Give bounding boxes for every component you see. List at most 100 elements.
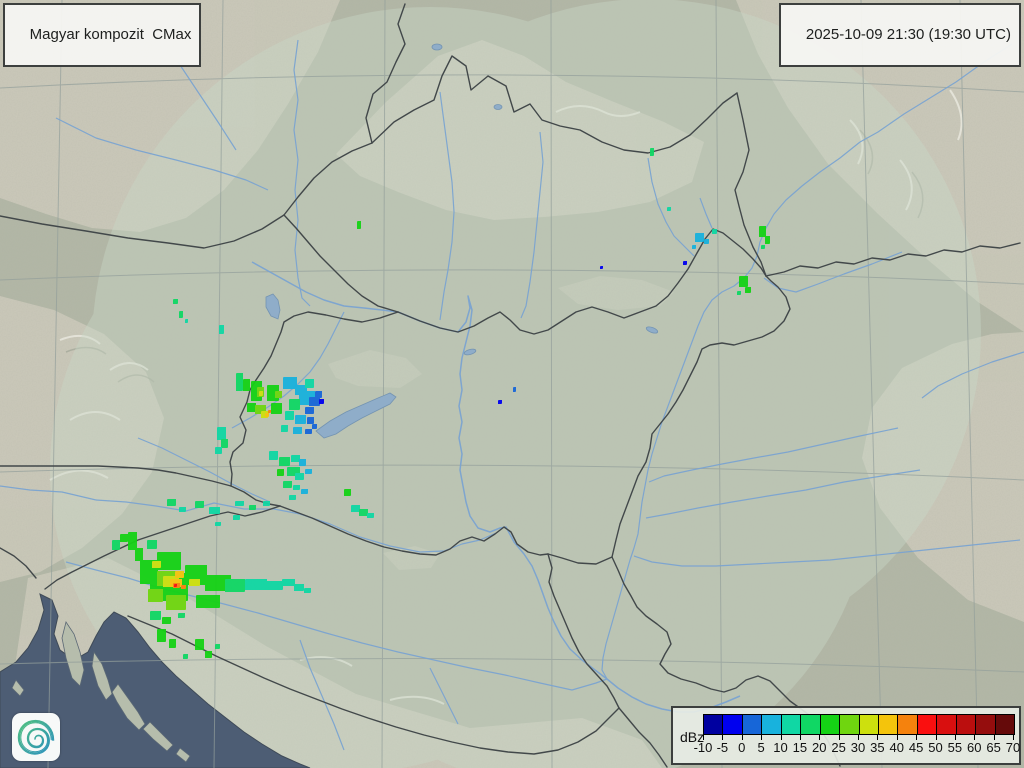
- radar-echo: [157, 629, 166, 642]
- radar-echo: [135, 548, 143, 561]
- radar-echo: [683, 261, 687, 265]
- legend-tick-label: 5: [757, 740, 765, 755]
- radar-echo: [209, 507, 220, 514]
- radar-echo: [259, 391, 263, 396]
- radar-echo: [185, 319, 188, 323]
- dbz-legend: dBz -10 -5 0 5 10 15 20 25 30 35 40 45 50 55 60 65 70: [671, 706, 1021, 765]
- legend-tick-label: 40: [889, 740, 904, 755]
- radar-echo: [271, 403, 282, 414]
- radar-echo: [600, 266, 603, 269]
- legend-tick-label: 50: [928, 740, 943, 755]
- legend-tick-mark: [761, 735, 763, 740]
- legend-tick-label: 30: [850, 740, 866, 755]
- radar-echo: [173, 299, 178, 304]
- legend-color-cell: [741, 715, 762, 734]
- legend-color-cell: [780, 715, 801, 734]
- radar-echo: [148, 589, 163, 602]
- legend-tick-mark: [954, 735, 956, 740]
- legend-tick-label: 15: [792, 740, 808, 755]
- radar-echo: [128, 532, 137, 550]
- radar-echo: [152, 561, 161, 568]
- radar-echo: [215, 447, 222, 454]
- radar-echo: [275, 391, 282, 398]
- radar-echo: [281, 425, 288, 432]
- lake-tisza: [645, 326, 659, 334]
- radar-echo: [235, 501, 244, 506]
- legend-color-cell: [722, 715, 742, 734]
- legend-tick-mark: [1013, 735, 1014, 740]
- radar-echo: [150, 611, 161, 620]
- radar-echo: [289, 399, 300, 410]
- radar-echo: [195, 639, 204, 650]
- radar-echo: [236, 373, 243, 391]
- radar-echo: [265, 413, 269, 417]
- radar-echo: [169, 639, 176, 648]
- legend-color-cell: [994, 715, 1014, 734]
- country-borders: [0, 3, 1021, 768]
- radar-echo: [174, 584, 177, 587]
- legend-color-cell: [839, 715, 859, 734]
- radar-echo: [309, 397, 320, 406]
- radar-echo: [215, 644, 220, 649]
- radar-echo: [712, 229, 717, 234]
- radar-echo: [162, 617, 171, 624]
- radar-echo: [268, 410, 271, 413]
- radar-echo: [205, 651, 212, 658]
- islands: [11, 621, 191, 763]
- legend-tick-label: -5: [716, 740, 729, 755]
- legend-tick-label: 70: [1005, 740, 1021, 755]
- radar-echo: [359, 509, 368, 516]
- radar-echo: [147, 540, 157, 549]
- legend-tick-label: 65: [986, 740, 1001, 755]
- radar-echo: [183, 654, 188, 659]
- legend-colorbar: [703, 714, 1015, 735]
- radar-echo: [315, 391, 322, 398]
- radar-echo: [196, 595, 220, 608]
- legend-tick-mark: [877, 735, 879, 740]
- radar-echo: [291, 455, 300, 462]
- radar-echo: [112, 540, 120, 550]
- legend-tick-mark: [799, 735, 801, 740]
- radar-echo: [650, 148, 654, 156]
- legend-tick-label: 45: [908, 740, 924, 755]
- radar-echo: [344, 489, 351, 496]
- lakes: [265, 43, 659, 439]
- radar-echo: [285, 411, 294, 420]
- radar-echo: [245, 579, 267, 590]
- radar-echo: [179, 507, 186, 512]
- legend-color-cell: [800, 715, 820, 734]
- legend-tick-label: 35: [870, 740, 885, 755]
- legend-tick-mark: [722, 735, 724, 740]
- ridge-shadows: [65, 129, 924, 383]
- radar-echo: [175, 571, 184, 578]
- radar-echo: [667, 207, 671, 211]
- radar-echo: [283, 377, 297, 389]
- legend-color-cell: [704, 715, 723, 734]
- radar-echo: [305, 407, 314, 414]
- legend-tick-mark: [819, 735, 821, 740]
- radar-echo: [221, 439, 228, 448]
- legend-tick-mark: [896, 735, 898, 740]
- radar-echo: [319, 399, 324, 404]
- radar-echo: [513, 387, 516, 392]
- radar-echo: [307, 417, 314, 424]
- legend-tick-label: 25: [831, 740, 846, 755]
- radar-echo: [765, 236, 770, 244]
- radar-echo: [263, 501, 270, 506]
- radar-echo: [181, 585, 186, 589]
- radar-coverage-area: [50, 0, 981, 768]
- radar-echo: [243, 379, 250, 391]
- legend-color-cell: [877, 715, 898, 734]
- radar-echo: [367, 513, 374, 518]
- radar-echo: [233, 515, 240, 520]
- radar-echo: [225, 579, 245, 592]
- radar-echo: [293, 485, 300, 490]
- legend-tick-label: -10: [693, 740, 713, 755]
- radar-echo: [283, 481, 292, 488]
- radar-echo: [265, 581, 283, 590]
- radar-echo: [247, 403, 256, 412]
- radar-echo: [219, 325, 224, 334]
- legend-tick-mark: [703, 735, 704, 740]
